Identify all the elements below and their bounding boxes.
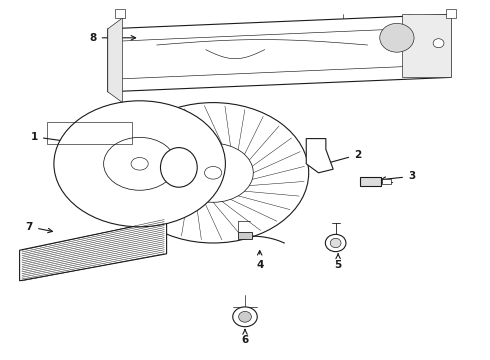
Polygon shape (402, 14, 451, 77)
Bar (238, 232, 252, 239)
Text: 1: 1 (31, 132, 82, 145)
Circle shape (103, 137, 175, 190)
Polygon shape (306, 139, 333, 173)
Polygon shape (108, 18, 122, 103)
Text: 7: 7 (25, 222, 52, 233)
Ellipse shape (433, 39, 444, 48)
Ellipse shape (161, 148, 197, 187)
Text: 8: 8 (90, 33, 136, 43)
Bar (115, 9, 125, 18)
Polygon shape (20, 220, 167, 281)
Bar (446, 9, 456, 18)
Bar (360, 177, 381, 186)
Text: 2: 2 (322, 150, 361, 166)
Text: 5: 5 (335, 254, 342, 270)
Circle shape (204, 166, 222, 179)
Circle shape (131, 157, 148, 170)
Circle shape (54, 101, 225, 227)
Text: 4: 4 (256, 251, 264, 270)
Ellipse shape (233, 307, 257, 327)
Ellipse shape (239, 311, 251, 322)
Ellipse shape (325, 234, 346, 252)
Bar (382, 179, 391, 184)
Ellipse shape (380, 23, 414, 52)
Ellipse shape (330, 238, 341, 248)
Polygon shape (108, 14, 451, 92)
Text: 6: 6 (242, 329, 248, 345)
Text: 3: 3 (381, 171, 415, 181)
